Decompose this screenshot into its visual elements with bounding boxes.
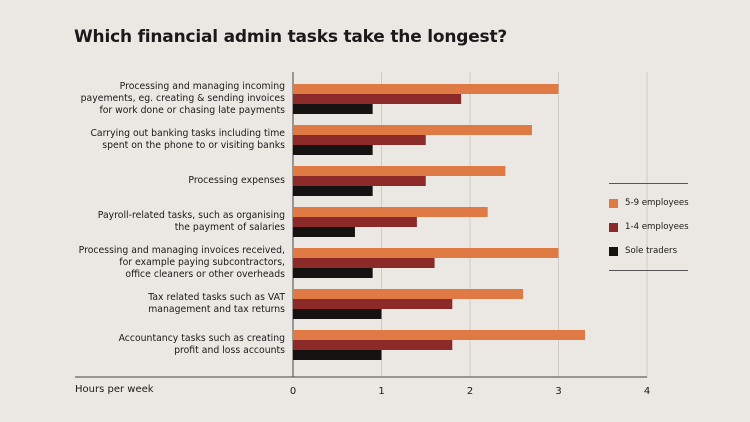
bar-5-9-employees [293, 166, 506, 176]
bar-5-9-employees [293, 207, 488, 217]
category-label: Processing and managing incoming payement… [80, 81, 285, 116]
x-axis-label: Hours per week [75, 384, 154, 395]
bar-sole-traders [293, 104, 373, 114]
x-tick-label: 4 [644, 386, 650, 397]
x-tick-label: 3 [555, 386, 561, 397]
category-label: Payroll-related tasks, such as organisin… [97, 210, 285, 233]
legend-label: 1-4 employees [625, 222, 689, 232]
legend-item: Sole traders [609, 246, 677, 256]
legend-swatch [609, 198, 618, 208]
bar-1-4-employees [293, 135, 426, 145]
bar-1-4-employees [293, 340, 453, 350]
legend-swatch [609, 246, 618, 256]
bar-sole-traders [293, 309, 382, 319]
legend-label: Sole traders [625, 246, 678, 256]
category-label: Accountancy tasks such as creating profit… [118, 333, 285, 356]
legend-label: 5-9 employees [625, 198, 689, 208]
bar-1-4-employees [293, 258, 435, 268]
bar-1-4-employees [293, 176, 426, 186]
bar-5-9-employees [293, 330, 586, 340]
bar-1-4-employees [293, 94, 462, 104]
bar-sole-traders [293, 350, 382, 360]
bar-sole-traders [293, 268, 373, 278]
bar-1-4-employees [293, 217, 417, 227]
category-label: Processing and managing invoices receive… [78, 245, 285, 280]
bar-sole-traders [293, 145, 373, 155]
category-label: Carrying out banking tasks including tim… [90, 128, 285, 151]
bar-5-9-employees [293, 289, 524, 299]
bar-1-4-employees [293, 299, 453, 309]
category-label: Processing expenses [188, 175, 285, 186]
legend: 5-9 employees 1-4 employees Sole traders [609, 183, 689, 271]
bar-5-9-employees [293, 248, 559, 258]
bar-5-9-employees [293, 125, 532, 135]
x-tick-label: 0 [290, 386, 296, 397]
x-tick-label: 1 [378, 386, 384, 397]
bar-5-9-employees [293, 84, 559, 94]
bar-sole-traders [293, 227, 355, 237]
legend-item: 1-4 employees [609, 222, 689, 232]
x-tick-label: 2 [467, 386, 473, 397]
chart-title: Which financial admin tasks take the lon… [74, 27, 508, 47]
legend-swatch [609, 222, 618, 232]
legend-item: 5-9 employees [609, 198, 689, 208]
category-label: Tax related tasks such as VAT management … [148, 292, 285, 315]
bar-sole-traders [293, 186, 373, 196]
